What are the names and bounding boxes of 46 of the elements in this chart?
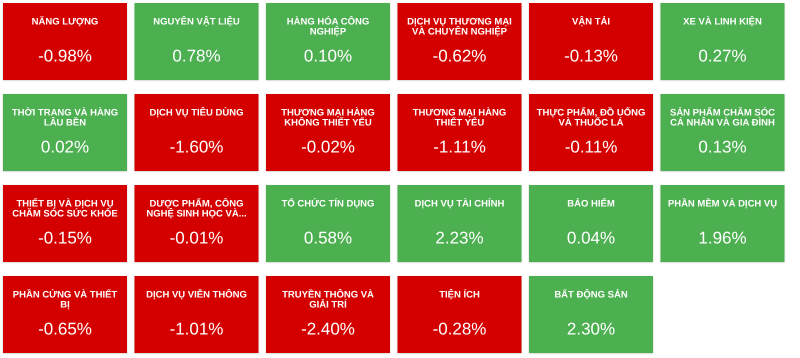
- data-label: 0.78%: [172, 46, 221, 66]
- data-label: 0.04%: [566, 228, 616, 248]
- category-label: VẬN TẢI: [572, 16, 610, 28]
- data-label: 0.27%: [698, 46, 747, 66]
- category-label: XE VÀ LINH KIỆN: [683, 16, 762, 28]
- category-label: BẤT ĐỘNG SẢN: [554, 288, 628, 301]
- data-label: 0.13%: [698, 138, 747, 157]
- category-label: DỊCH VỤ VIỄN THÔNG: [146, 288, 247, 301]
- category-label: TỔ CHỨC TÍN DỤNG: [282, 198, 374, 210]
- category-label: THƯƠNG MẠI HÀNG THIẾT YẾU: [412, 106, 506, 129]
- data-label: -0.65%: [38, 320, 92, 339]
- category-label: TIỆN ÍCH: [439, 288, 480, 301]
- data-label: -2.40%: [301, 320, 355, 339]
- data-label: -1.11%: [433, 138, 486, 157]
- data-label: 1.96%: [698, 228, 747, 248]
- data-label: -0.11%: [564, 138, 618, 157]
- data-label: -0.62%: [432, 46, 486, 66]
- category-label: DỊCH VỤ TIÊU DÙNG: [150, 106, 244, 119]
- data-label: 0.58%: [304, 228, 352, 248]
- category-label: PHẦN CỨNG VÀ THIẾT BỊ: [12, 288, 118, 311]
- data-label: 2.23%: [435, 228, 484, 248]
- category-label: DƯỢC PHẨM, CÔNG NGHỆ SINH HỌC VÀ...: [146, 198, 247, 220]
- category-label: DỊCH VỤ THƯƠNG MẠI VÀ CHUYÊN NGHIỆP: [407, 16, 512, 38]
- category-label: HÀNG HÓA CÔNG NGHIỆP: [286, 16, 370, 38]
- data-label: -1.60%: [170, 138, 224, 157]
- category-label: NGUYÊN VẬT LIỆU: [153, 16, 240, 28]
- data-label: -0.01%: [170, 228, 224, 248]
- data-label: -0.28%: [432, 320, 486, 339]
- data-label: -0.98%: [38, 46, 92, 66]
- category-label: THIẾT BỊ VÀ DỊCH VỤ CHĂM SÓC SỨC KHỎE: [12, 198, 118, 220]
- data-label: -0.15%: [38, 228, 92, 248]
- data-label: -0.02%: [301, 138, 355, 157]
- category-label: BẢO HIỂM: [567, 198, 615, 210]
- category-label: DỊCH VỤ TÀI CHÍNH: [414, 198, 504, 210]
- data-label: 0.10%: [304, 46, 352, 66]
- category-label: THƯƠNG MẠI HÀNG KHÔNG THIẾT YẾU: [281, 106, 375, 129]
- category-label: PHẦN MỀM VÀ DỊCH VỤ: [668, 198, 778, 210]
- category-label: THỰC PHẨM, ĐỒ UỐNG VÀ THUỐC LÁ: [536, 106, 646, 129]
- data-label: 0.02%: [40, 138, 90, 157]
- category-label: NĂNG LƯỢNG: [32, 16, 98, 28]
- category-label: TRUYỀN THÔNG VÀ GIẢI TRÍ: [282, 288, 374, 311]
- category-label: THỜI TRANG VÀ HÀNG LÂU BỀN: [12, 106, 118, 129]
- data-label: -0.13%: [564, 46, 618, 66]
- data-label: 2.30%: [566, 320, 616, 339]
- category-label: SẢN PHẨM CHĂM SÓC CÁ NHÂN VÀ GIA ĐÌNH: [670, 106, 776, 129]
- data-label: -1.01%: [170, 320, 224, 339]
